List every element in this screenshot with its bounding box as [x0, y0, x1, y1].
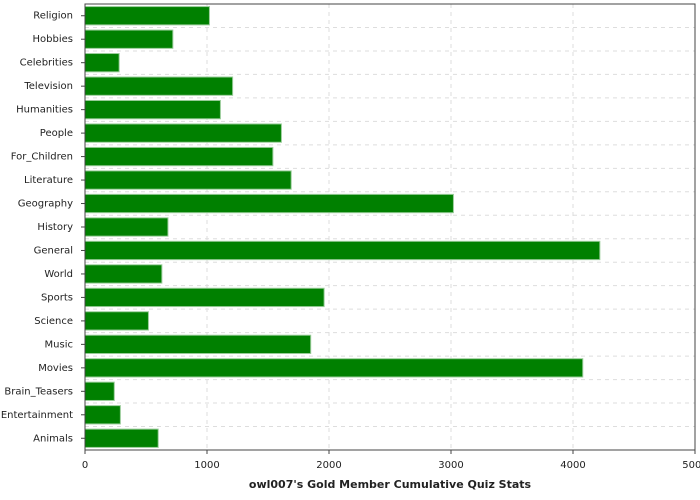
y-tick-label: Sports [41, 292, 73, 303]
x-tick-label: 3000 [438, 460, 463, 471]
bar [84, 146, 274, 167]
x-tick-label: 5000 [682, 460, 700, 471]
bar [84, 381, 115, 401]
bar [84, 170, 292, 190]
y-tick-label: Brain_Teasers [4, 386, 73, 397]
x-tick-label: 2000 [316, 460, 341, 471]
bar [84, 99, 221, 120]
y-tick-label: Music [45, 339, 73, 350]
y-tick-label: World [44, 269, 73, 280]
y-tick-label: Movies [38, 363, 73, 374]
y-tick-label: Hobbies [33, 34, 73, 45]
y-tick-label: Celebrities [20, 58, 73, 69]
y-tick-label: Animals [33, 433, 73, 444]
plot-frame [84, 3, 696, 451]
bar [84, 6, 210, 26]
chart-title: owl007's Gold Member Cumulative Quiz Sta… [249, 478, 532, 491]
bar [84, 193, 454, 214]
x-tick-label: 0 [82, 460, 88, 471]
y-tick-label: Religion [33, 11, 73, 22]
bar [84, 287, 325, 308]
y-tick-label: People [40, 128, 73, 139]
bar [84, 29, 174, 49]
y-tick-label: Literature [24, 175, 73, 186]
bar [84, 428, 159, 448]
bar [84, 123, 282, 143]
y-tick-label: Science [34, 316, 73, 327]
y-tick-label: Humanities [16, 105, 73, 116]
bar [84, 334, 312, 355]
x-tick-label: 1000 [194, 460, 219, 471]
bar [84, 311, 149, 331]
y-tick-label: Television [23, 81, 73, 92]
bar [84, 53, 120, 73]
bar [84, 405, 121, 425]
x-tick-label: 4000 [560, 460, 585, 471]
y-tick-label: Geography [18, 199, 73, 210]
y-tick-label: For_Children [11, 152, 73, 163]
bar [84, 240, 601, 261]
y-tick-label: History [37, 222, 73, 233]
bar [84, 264, 163, 284]
y-tick-label: General [34, 245, 73, 256]
y-tick-label: Entertainment [1, 410, 73, 421]
bar [84, 76, 234, 96]
bar [84, 217, 169, 237]
bar [84, 358, 584, 378]
